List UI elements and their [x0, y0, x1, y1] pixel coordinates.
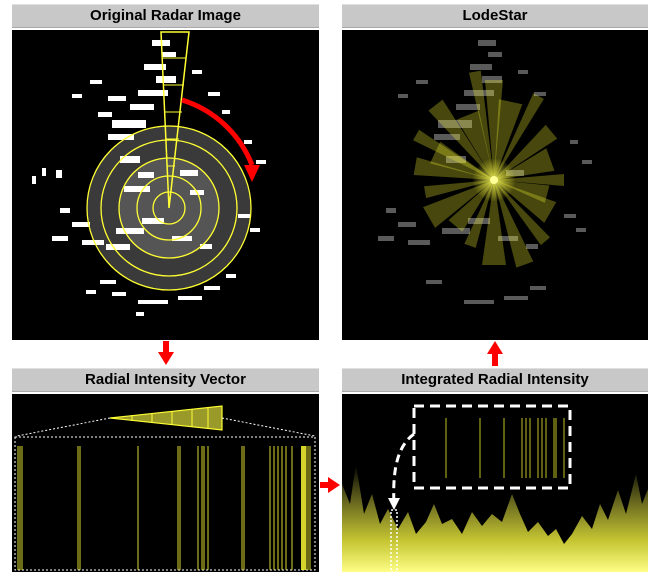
zoom-box [412, 404, 572, 490]
expand-line-right [221, 417, 316, 437]
arrow-down-shaft [163, 341, 169, 353]
selected-column [390, 509, 398, 572]
radar-echoes [32, 40, 266, 316]
radial-intensity-graphic [14, 405, 316, 571]
arrow-right-icon [328, 477, 340, 493]
expand-line-left [16, 417, 111, 437]
sweep-arrow-icon [181, 97, 255, 166]
lodestar-ray [494, 174, 564, 186]
lodestar-ray [494, 180, 534, 268]
zoom-bars [445, 418, 565, 478]
sector-wedge [160, 31, 190, 209]
lodestar-graphic [378, 40, 592, 304]
title-radial-intensity-vector: Radial Intensity Vector [12, 368, 319, 392]
sector-ticks [162, 57, 186, 167]
zoom-arrow-icon [392, 432, 415, 505]
vector-bar-strong [301, 446, 306, 570]
title-lodestar: LodeStar [342, 4, 648, 28]
radial-intensity-panel [12, 394, 319, 572]
radial-wedge-ticks [131, 407, 209, 429]
radial-wedge [109, 405, 223, 431]
lodestar-ray [494, 93, 544, 180]
original-radar-panel [12, 30, 319, 340]
sweep-arrow-head-icon [244, 165, 260, 182]
range-rings [86, 125, 252, 291]
title-original-radar: Original Radar Image [12, 4, 319, 28]
lodestar-ray [428, 99, 494, 180]
zoom-arrow-head-icon [388, 498, 400, 510]
lodestar-center-point [490, 176, 498, 184]
lodestar-ray [413, 129, 494, 180]
arrow-up-shaft [492, 353, 498, 366]
original-radar-graphic [32, 31, 266, 316]
lodestar-panel [342, 30, 648, 340]
lodestar-ray [468, 70, 494, 180]
vector-frame [14, 436, 316, 571]
arrow-up-icon [487, 341, 503, 354]
arrow-right-shaft [320, 482, 330, 488]
lodestar-echoes [378, 40, 592, 304]
vector-bars [17, 446, 311, 570]
lodestar-ray [482, 180, 506, 265]
integrated-intensity-area [342, 464, 648, 572]
arrow-down-icon [158, 352, 174, 365]
title-integrated-radial-intensity: Integrated Radial Intensity [342, 368, 648, 392]
integrated-intensity-graphic [342, 404, 648, 572]
integrated-intensity-panel [342, 394, 648, 572]
lodestar-ray [485, 80, 503, 180]
